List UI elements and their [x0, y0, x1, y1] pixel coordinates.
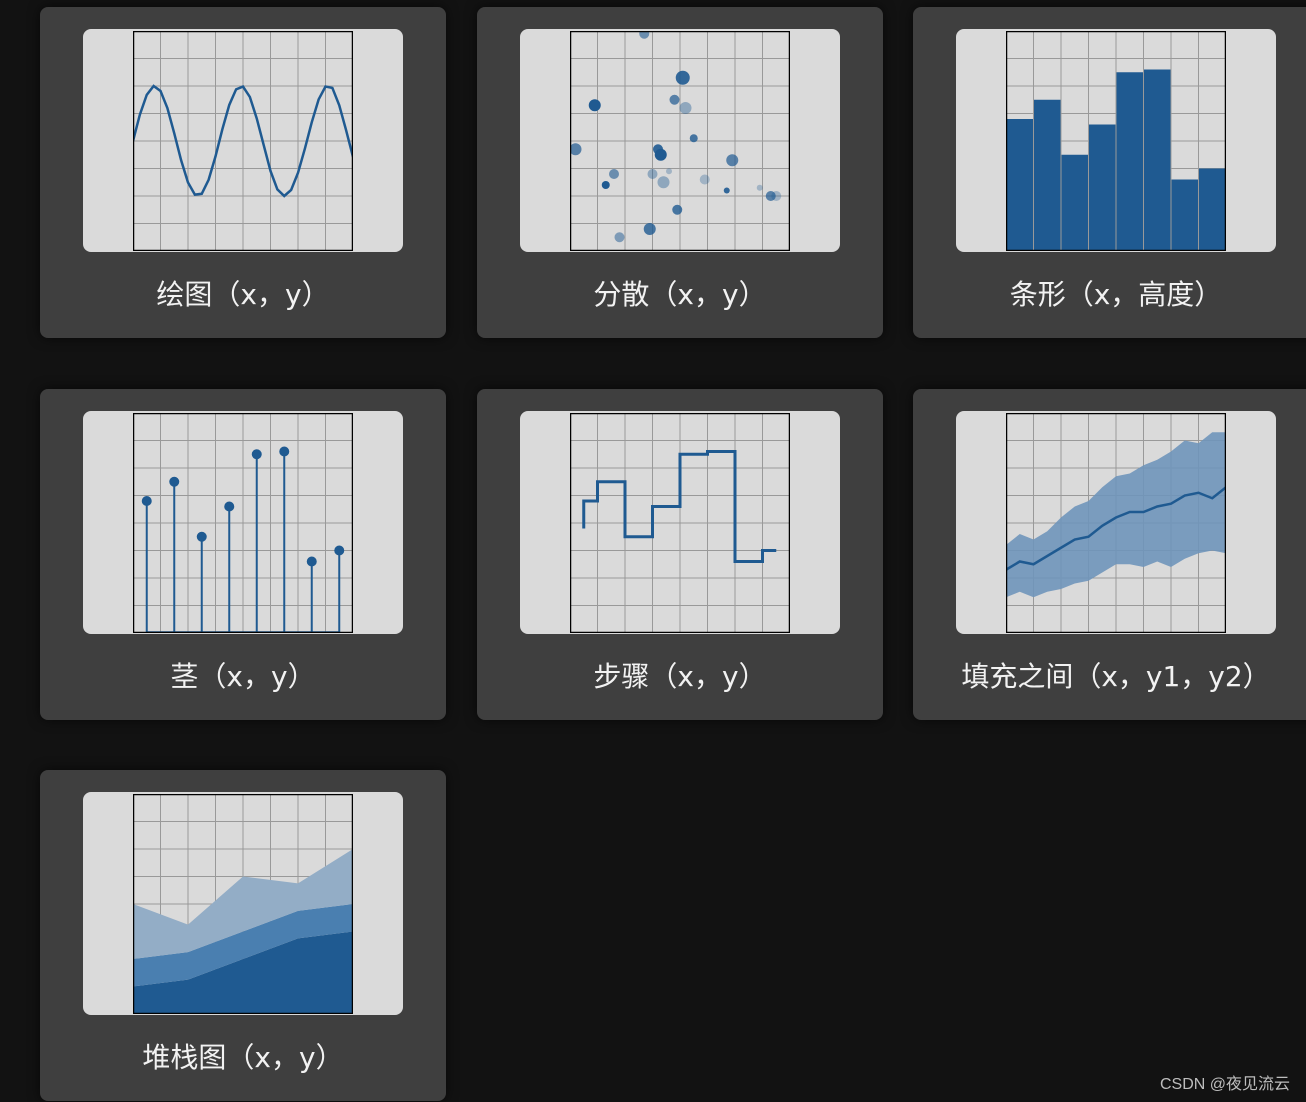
plot-frame: [570, 31, 790, 251]
chart-bar: [1006, 31, 1226, 251]
chart-step: [570, 413, 790, 633]
thumbnail-fill-between: [956, 411, 1276, 634]
plot-frame: [133, 794, 353, 1014]
scatter-point: [672, 204, 683, 215]
stem-marker: [169, 476, 180, 487]
card-label: 分散（x，y）: [593, 278, 767, 311]
plot-frame: [570, 413, 790, 633]
scatter-point: [609, 169, 619, 179]
card-label: 步骤（x，y）: [593, 660, 767, 693]
stem-marker: [279, 446, 290, 457]
stack-layer: [133, 849, 353, 959]
thumbnail-step: [520, 411, 840, 634]
card-label: 堆栈图（x，y）: [142, 1041, 344, 1074]
scatter-point: [723, 187, 730, 194]
scatter-point: [669, 94, 680, 105]
gallery-card-bar[interactable]: 条形（x，高度）: [913, 7, 1306, 338]
chart-stackplot: [133, 794, 353, 1014]
stem-marker: [251, 449, 262, 460]
thumbnail-scatter: [520, 29, 840, 252]
gallery-card-stem[interactable]: 茎（x，y）: [40, 389, 446, 720]
plot-frame: [133, 413, 353, 633]
stem-marker: [306, 556, 317, 567]
scatter-point: [679, 102, 692, 114]
thumbnail-stackplot: [83, 792, 403, 1015]
scatter-point: [614, 232, 625, 243]
scatter-point: [654, 148, 667, 161]
thumbnail-plot: [83, 29, 403, 252]
stack-layer: [133, 931, 353, 1014]
stem-marker: [196, 531, 207, 542]
card-label: 条形（x，高度）: [1009, 278, 1223, 311]
thumbnail-bar: [956, 29, 1276, 252]
gallery-card-stackplot[interactable]: 堆栈图（x，y）: [40, 770, 446, 1101]
stem-marker: [141, 496, 152, 506]
scatter-point: [771, 191, 782, 201]
card-label: 绘图（x，y）: [156, 278, 330, 311]
scatter-point: [689, 134, 698, 143]
scatter-point: [639, 31, 650, 39]
scatter-point: [666, 168, 672, 175]
gallery-card-step[interactable]: 步骤（x，y）: [477, 389, 883, 720]
scatter-point: [601, 181, 610, 189]
watermark: CSDN @夜见流云: [1159, 1076, 1290, 1093]
chart-stem: [133, 413, 353, 633]
sine-line: [133, 84, 353, 198]
bar: [1006, 119, 1033, 251]
bar: [1089, 124, 1116, 251]
chart-scatter: [570, 31, 790, 251]
bar: [1034, 99, 1061, 251]
scatter-point: [647, 169, 658, 179]
plot-frame: [1006, 413, 1226, 633]
stack-layer: [133, 904, 353, 987]
stem-marker: [334, 545, 345, 556]
scatter-point: [643, 223, 656, 235]
bar: [1061, 154, 1088, 251]
gallery-card-plot[interactable]: 绘图（x，y）: [40, 7, 446, 338]
step-line: [582, 450, 777, 563]
bar: [1144, 69, 1171, 251]
chart-plot: [133, 31, 353, 251]
scatter-point: [726, 154, 739, 167]
scatter-point: [699, 174, 710, 185]
scatter-point: [756, 184, 763, 191]
scatter-point: [675, 70, 690, 85]
scatter-point: [588, 99, 601, 112]
thumbnail-stem: [83, 411, 403, 634]
bar: [1116, 72, 1143, 251]
bar: [1171, 179, 1198, 251]
stem-marker: [224, 501, 235, 512]
card-label: 茎（x，y）: [170, 660, 316, 693]
bar: [1199, 168, 1226, 251]
scatter-point: [570, 143, 582, 156]
scatter-point: [765, 191, 776, 201]
gallery-card-scatter[interactable]: 分散（x，y）: [477, 7, 883, 338]
plot-frame: [1006, 31, 1226, 251]
scatter-point: [657, 176, 670, 189]
mean-line: [1006, 486, 1226, 571]
card-label: 填充之间（x，y1，y2）: [961, 660, 1271, 693]
chart-fill-between: [1006, 413, 1226, 633]
fill-band: [1006, 432, 1226, 598]
plot-frame: [133, 31, 353, 251]
gallery-card-fill-between[interactable]: 填充之间（x，y1，y2）: [913, 389, 1306, 720]
